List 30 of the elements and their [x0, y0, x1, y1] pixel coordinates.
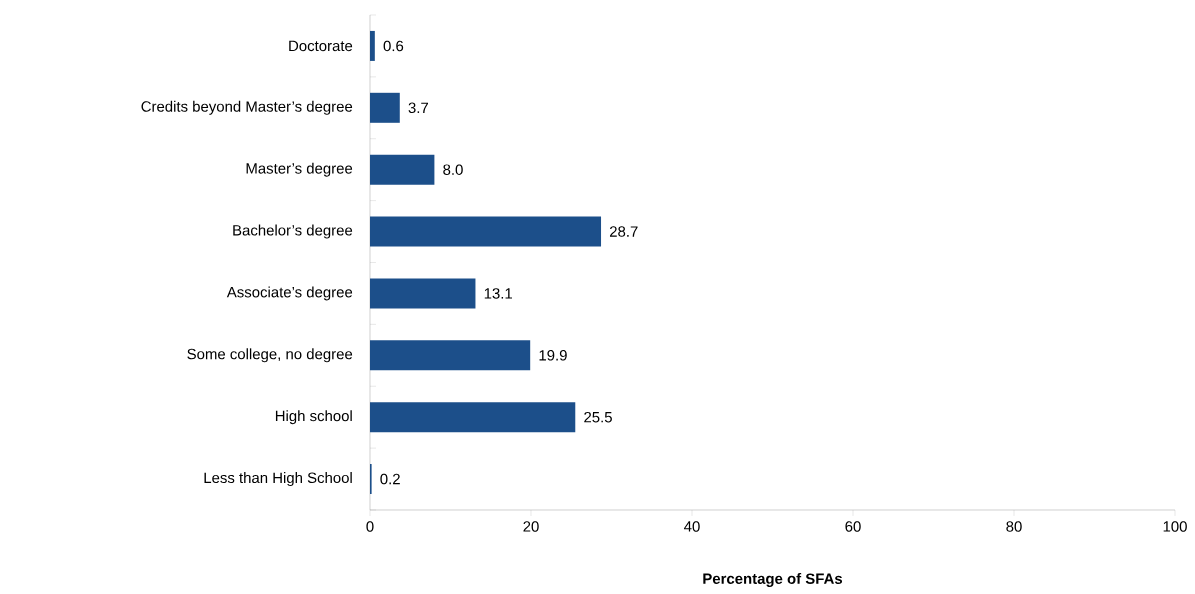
x-tick-label: 60	[845, 521, 861, 532]
x-axis-title: Percentage of SFAs	[703, 572, 843, 587]
x-tick-label: 80	[1006, 521, 1022, 532]
data-label: 28.7	[609, 226, 638, 237]
data-label: 8.0	[443, 164, 463, 175]
y-tick-label: Some college, no degree	[187, 348, 353, 363]
data-label: 3.7	[408, 102, 429, 114]
y-tick-label: Bachelor’s degree	[233, 224, 353, 239]
bar	[370, 92, 400, 123]
bar	[370, 30, 375, 61]
data-label: 13.1	[484, 288, 512, 299]
bar	[370, 216, 602, 247]
bar	[370, 154, 435, 185]
data-label: 25.5	[584, 411, 612, 423]
data-label: 0.2	[380, 473, 400, 485]
y-tick-label: Associate’s degree	[226, 286, 353, 301]
x-tick-label: 40	[684, 521, 700, 532]
y-tick-label: Credits beyond Master’s degree	[141, 100, 353, 115]
data-label: 0.6	[383, 40, 404, 52]
bar	[370, 340, 531, 371]
y-tick-label: High school	[275, 410, 352, 425]
x-tick-label: 100	[1163, 521, 1187, 532]
x-tick-label: 20	[523, 521, 539, 532]
bar	[370, 402, 576, 433]
y-tick-label: Less than High School	[204, 472, 352, 487]
y-tick-label: Master’s degree	[246, 162, 353, 177]
bar	[370, 278, 476, 309]
y-tick-label: Doctorate	[289, 40, 353, 52]
x-tick-label: 0	[366, 521, 374, 532]
data-label: 19.9	[539, 350, 567, 361]
